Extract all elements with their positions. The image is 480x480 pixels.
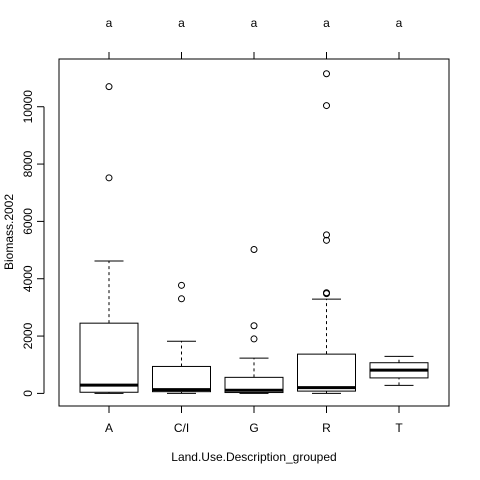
outlier-point [323,231,330,239]
iqr-box [297,353,356,392]
group-letter-label: a [251,16,258,30]
group-letter-label: a [106,16,113,30]
y-tick-label: 0 [21,390,35,397]
y-tick-label: 2000 [21,322,35,349]
outlier-point [178,295,185,303]
x-axis-label: Land.Use.Description_grouped [171,450,336,464]
x-tick-label: R [322,421,331,435]
y-tick-label: 6000 [21,208,35,235]
outlier-point [105,174,113,182]
iqr-box [152,365,211,393]
group-letter-label: a [323,16,330,30]
iqr-box [224,376,284,394]
group-letter-label: a [178,16,185,30]
outlier-point [250,335,258,343]
y-tick-label: 8000 [21,150,35,177]
outlier-point [323,70,330,78]
outlier-point [105,83,113,91]
outlier-point [178,281,185,289]
x-tick-label: T [395,421,403,435]
group-letter-label: a [396,16,403,30]
iqr-box [79,322,139,393]
x-tick-label: C/I [174,421,189,435]
outlier-point [323,236,330,244]
outlier-point [323,102,330,110]
y-axis-label: Biomass.2002 [2,194,16,270]
outlier-point [250,245,258,253]
x-tick-label: A [105,421,113,435]
outlier-point [323,289,330,297]
y-tick-label: 10000 [21,90,35,124]
outlier-point [250,322,258,330]
x-tick-label: G [249,421,258,435]
y-tick-label: 4000 [21,265,35,292]
